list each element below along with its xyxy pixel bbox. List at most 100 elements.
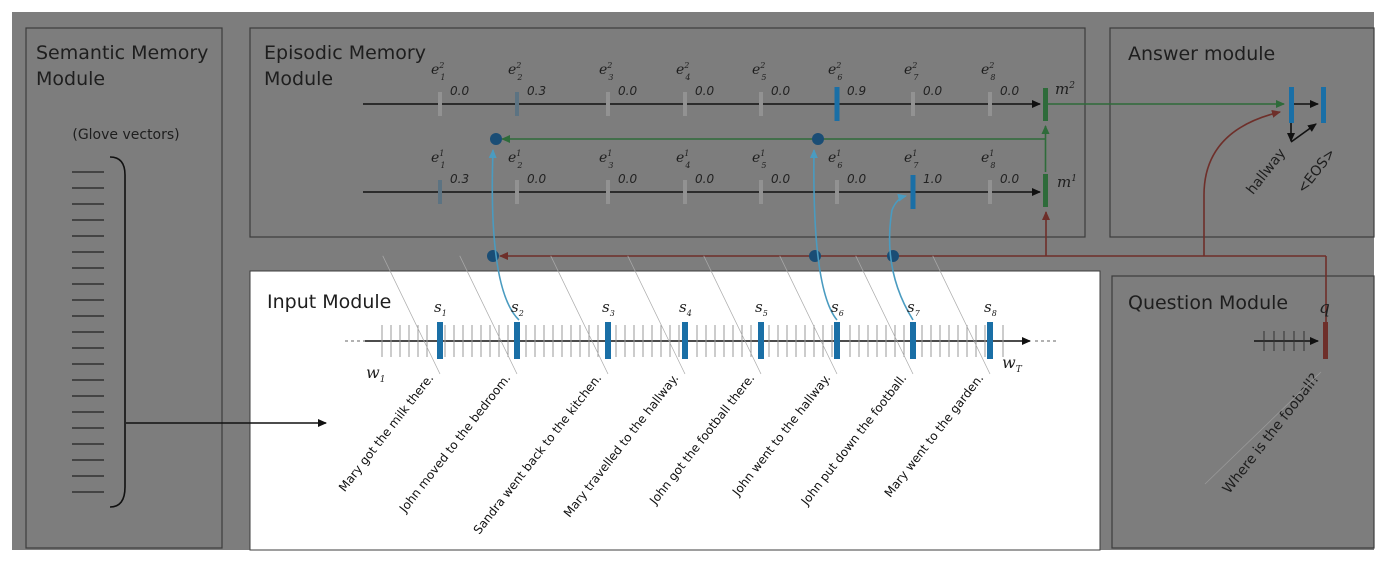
sentence-underline-5 — [703, 255, 762, 375]
gate-value-pass2-1: 0.0 — [450, 84, 469, 98]
memory-m2-label: m2 — [1055, 80, 1075, 98]
gate-bar-pass2-1 — [438, 92, 442, 116]
sentence-label-6: s6 — [831, 298, 844, 318]
gate-label-pass2-8: e2 8 — [981, 61, 995, 82]
gate-bar-pass2-7 — [911, 92, 915, 116]
gate-label-pass1-1: e1 1 — [431, 149, 445, 170]
sentence-bar-1 — [437, 322, 443, 359]
gate-label-pass2-5: e2 5 — [752, 61, 766, 82]
sentence-label-5: s5 — [755, 298, 768, 318]
s2-attention-curve — [488, 149, 520, 321]
gate-label-pass2-1: e2 1 — [431, 61, 445, 82]
gate-label-pass2-7: e2 7 — [904, 61, 919, 82]
gate-bar-pass2-6 — [834, 87, 840, 121]
gate-value-pass2-8: 0.0 — [1000, 84, 1019, 98]
gate-bar-pass2-8 — [988, 92, 992, 116]
gate-bar-pass1-5 — [759, 180, 763, 204]
gate-label-pass2-4: e2 4 — [676, 61, 690, 82]
gate-label-pass1-3: e1 3 — [599, 149, 613, 170]
semantic-memory-panel — [25, 27, 223, 549]
gate-value-pass1-1: 0.3 — [450, 172, 469, 186]
gate-value-pass1-8: 0.0 — [1000, 172, 1019, 186]
gate-value-pass1-4: 0.0 — [695, 172, 714, 186]
semantic-memory-title-line1: Semantic Memory — [36, 42, 208, 64]
sentence-bar-4 — [682, 322, 688, 359]
gate-value-pass2-2: 0.3 — [527, 84, 546, 98]
question-module-panel — [1111, 275, 1375, 549]
sentence-underline-1 — [382, 255, 441, 375]
gate-value-pass1-2: 0.0 — [527, 172, 546, 186]
gate-bar-pass2-5 — [759, 92, 763, 116]
gate-bar-pass1-1 — [438, 180, 442, 204]
glove-vector-list — [72, 171, 104, 493]
gate-label-pass1-8: e1 8 — [981, 149, 995, 170]
sentence-underline-4 — [627, 255, 686, 375]
gate-label-pass1-4: e1 4 — [676, 149, 690, 170]
gate-bar-pass1-7 — [910, 175, 916, 209]
input-module-title: Input Module — [267, 291, 391, 313]
sentence-underline-7 — [855, 255, 914, 375]
episodic-memory-panel — [249, 27, 1086, 238]
sentence-label-4: s4 — [679, 298, 692, 318]
question-underline — [1204, 371, 1322, 485]
gate-label-pass1-6: e1 6 — [828, 149, 842, 170]
attention-node-s6-pass2 — [812, 133, 824, 145]
gate-value-pass2-5: 0.0 — [771, 84, 790, 98]
episodic-gates: e2 1 0.0 e2 2 0.3 e2 3 0.0 e2 4 0.0 e2 5 0.0 e2 6 0.9 e2 7 0… — [431, 61, 1019, 209]
gate-value-pass1-7: 1.0 — [923, 172, 942, 186]
glove-vectors-label: (Glove vectors) — [72, 127, 179, 143]
sentence-bar-3 — [605, 322, 611, 359]
gate-label-pass2-2: e2 2 — [508, 61, 522, 82]
gate-value-pass2-4: 0.0 — [695, 84, 714, 98]
episodic-memory-title-line1: Episodic Memory — [264, 42, 426, 64]
gate-bar-pass1-6 — [835, 180, 839, 204]
gate-label-pass1-5: e1 5 — [752, 149, 766, 170]
gate-bar-pass2-3 — [606, 92, 610, 116]
question-module-title: Question Module — [1128, 292, 1288, 314]
input-module-panel — [249, 270, 1101, 551]
gate-label-pass2-6: e2 6 — [828, 61, 842, 82]
gate-value-pass1-3: 0.0 — [618, 172, 637, 186]
gate-value-pass1-5: 0.0 — [771, 172, 790, 186]
sentence-underline-8 — [932, 255, 991, 375]
sentence-underline-6 — [779, 255, 838, 375]
memory-m1-bar — [1043, 174, 1048, 207]
input-wT-label: wT — [1002, 353, 1023, 375]
sentence-bar-7 — [910, 322, 916, 359]
sentence-bar-8 — [987, 322, 993, 359]
semantic-memory-title-line2: Module — [36, 68, 105, 90]
answer-feedback-arrow — [1290, 123, 1317, 143]
gate-value-pass2-6: 0.9 — [847, 84, 866, 98]
sentence-label-3: s3 — [602, 298, 615, 318]
attention-node-s7-pass1 — [887, 250, 899, 262]
question-to-answer-arrow — [1203, 109, 1281, 256]
gate-label-pass1-2: e1 2 — [508, 149, 522, 170]
gate-value-pass2-3: 0.0 — [618, 84, 637, 98]
gate-bar-pass1-3 — [606, 180, 610, 204]
gate-bar-pass2-2 — [515, 92, 519, 116]
sentence-label-8: s8 — [984, 298, 997, 318]
memory-m2-bar — [1043, 88, 1048, 121]
gate-bar-pass1-4 — [683, 180, 687, 204]
episodic-memory-title-line2: Module — [264, 68, 333, 90]
answer-step2-bar — [1321, 87, 1326, 123]
sentence-bar-6 — [834, 322, 840, 359]
gate-bar-pass1-8 — [988, 180, 992, 204]
glove-vector-bracket — [109, 156, 126, 508]
input-w1-label: w1 — [366, 363, 385, 385]
sentence-label-2: s2 — [511, 298, 524, 318]
gate-value-pass1-6: 0.0 — [847, 172, 866, 186]
gate-label-pass2-3: e2 3 — [599, 61, 613, 82]
gate-bar-pass2-4 — [683, 92, 687, 116]
sentence-underline-2 — [459, 255, 518, 375]
s7-attention-curve — [888, 193, 914, 321]
sentence-bar-5 — [758, 322, 764, 359]
sentence-label-7: s7 — [907, 298, 921, 318]
sentence-label-1: s1 — [434, 298, 447, 318]
sentence-underline-3 — [550, 255, 609, 375]
sentence-bar-2 — [514, 322, 520, 359]
attention-node-s2-pass2 — [490, 133, 502, 145]
question-vector-bar — [1323, 322, 1328, 359]
